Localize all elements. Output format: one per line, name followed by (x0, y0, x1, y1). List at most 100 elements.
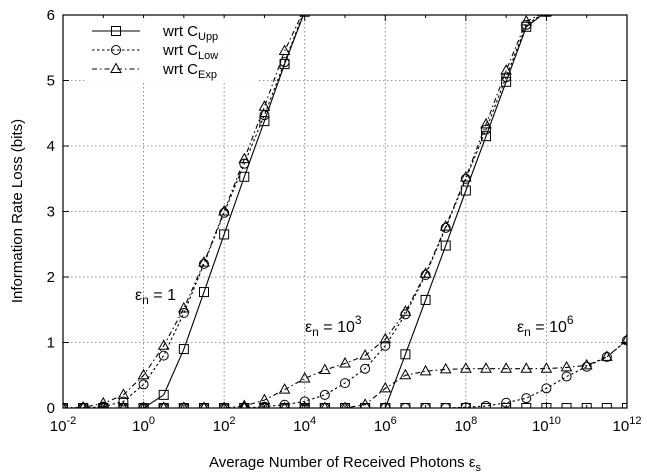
data-point-circle (480, 401, 491, 408)
data-point-triangle (399, 368, 412, 380)
data-point-circle (420, 403, 431, 408)
series-line-upp (63, 15, 305, 408)
data-point-circle (521, 393, 532, 404)
data-point-triangle (520, 15, 533, 26)
data-point-circle (440, 222, 451, 233)
data-point-triangle (298, 371, 311, 383)
data-point-triangle (379, 332, 392, 344)
data-point-triangle (500, 64, 512, 75)
x-tick-label-base: 10 (532, 418, 549, 435)
data-point-circle (380, 340, 391, 351)
data-point-triangle (63, 401, 67, 408)
data-point-triangle (379, 381, 392, 393)
data-point-triangle (258, 100, 271, 111)
annotation-en-1-rest: = 1 (149, 287, 176, 304)
y-tick-label: 4 (47, 138, 55, 155)
x-axis-title-main: Average Number of Received Photons ε (209, 454, 476, 471)
data-point-triangle (278, 44, 291, 56)
legend-marker-circle (111, 45, 121, 55)
series-line-low (63, 15, 543, 408)
data-point-circle (360, 363, 371, 374)
data-point-circle (501, 72, 512, 83)
data-point-triangle (238, 152, 251, 164)
legend-label-main: wrt C (162, 23, 198, 40)
data-point-triangle (439, 362, 452, 374)
y-tick-label: 1 (47, 335, 55, 352)
series-markers (63, 15, 627, 408)
annotation-en-1e3-eps: ε (305, 319, 312, 336)
data-point-circle (480, 124, 491, 135)
data-point-circle (198, 258, 209, 269)
legend-label-subscript: Exp (198, 69, 217, 81)
legend-label-subscript: Upp (198, 31, 218, 43)
annotation-en-1: εn = 1 (135, 287, 176, 307)
data-point-circle (541, 383, 552, 394)
data-point-triangle (79, 401, 87, 408)
data-point-circle (178, 308, 189, 319)
data-point-triangle (359, 349, 371, 360)
data-point-square (480, 131, 491, 142)
annotation-en-1e3: εn = 103 (305, 313, 362, 339)
data-point-square (178, 344, 189, 355)
data-point-circle (340, 378, 350, 389)
data-point-circle (420, 270, 431, 281)
data-point-triangle (500, 362, 512, 373)
data-point-triangle (318, 363, 331, 375)
data-point-triangle (540, 362, 553, 373)
x-tick-label-base: 10 (454, 418, 471, 435)
x-tick-label-base: 10 (50, 418, 67, 435)
annotation-en-1e6-sub: n (524, 325, 531, 339)
x-axis-title-sub: s (476, 462, 482, 474)
annotation-en-1-eps: ε (135, 287, 142, 304)
data-point-square (420, 294, 431, 305)
x-tick-label: 106 (374, 415, 397, 435)
legend-label-upp: wrt CUpp (162, 23, 218, 43)
data-point-circle (138, 379, 149, 390)
data-point-circle (561, 371, 572, 382)
data-point-triangle (621, 333, 627, 344)
x-tick-label: 10-2 (50, 415, 76, 435)
x-tick-label: 102 (213, 415, 236, 435)
x-tick-label-exponent: 4 (310, 415, 316, 427)
data-point-circle (440, 403, 451, 408)
x-tick-label-exponent: 2 (229, 415, 235, 427)
data-point-triangle (460, 170, 472, 182)
data-point-square (460, 185, 471, 196)
data-point-triangle (301, 401, 309, 408)
annotation-en-1e6-sup: 6 (567, 313, 574, 327)
data-point-triangle (419, 364, 432, 376)
x-tick-label-base: 10 (374, 418, 391, 435)
data-point-circle (259, 110, 270, 121)
data-point-triangle (160, 401, 168, 408)
data-point-square (601, 403, 612, 408)
data-point-triangle (218, 204, 230, 216)
data-point-triangle (220, 401, 228, 408)
legend-label-main: wrt C (162, 61, 198, 78)
data-point-circle (400, 403, 411, 408)
x-tick-label-exponent: 12 (629, 415, 641, 427)
y-tick-label: 2 (47, 269, 55, 286)
data-point-square (501, 76, 512, 87)
data-point-triangle (180, 401, 188, 408)
y-tick-label: 6 (47, 7, 55, 24)
x-tick-label-exponent: 0 (149, 415, 155, 427)
data-point-square (198, 287, 209, 298)
y-axis-title: Information Rate Loss (bits) (9, 119, 26, 303)
x-tick-label-exponent: -2 (66, 415, 76, 427)
data-point-triangle (137, 368, 150, 380)
annotation-en-1e3-rest: = 10 (319, 319, 355, 336)
data-point-circle (239, 158, 250, 169)
data-point-circle (360, 403, 371, 408)
data-point-triangle (439, 220, 452, 231)
y-tick-label: 5 (47, 73, 55, 90)
legend-label-low: wrt CLow (162, 42, 218, 62)
y-tick-label: 3 (47, 204, 55, 221)
x-tick-label-base: 10 (213, 418, 230, 435)
annotation-en-1e3-sub: n (312, 325, 319, 339)
data-point-triangle (117, 388, 130, 399)
annotation-en-1e6: εn = 106 (517, 313, 574, 339)
x-tick-label: 104 (293, 415, 316, 435)
data-point-triangle (321, 401, 329, 408)
x-tick-label-base: 10 (132, 418, 149, 435)
